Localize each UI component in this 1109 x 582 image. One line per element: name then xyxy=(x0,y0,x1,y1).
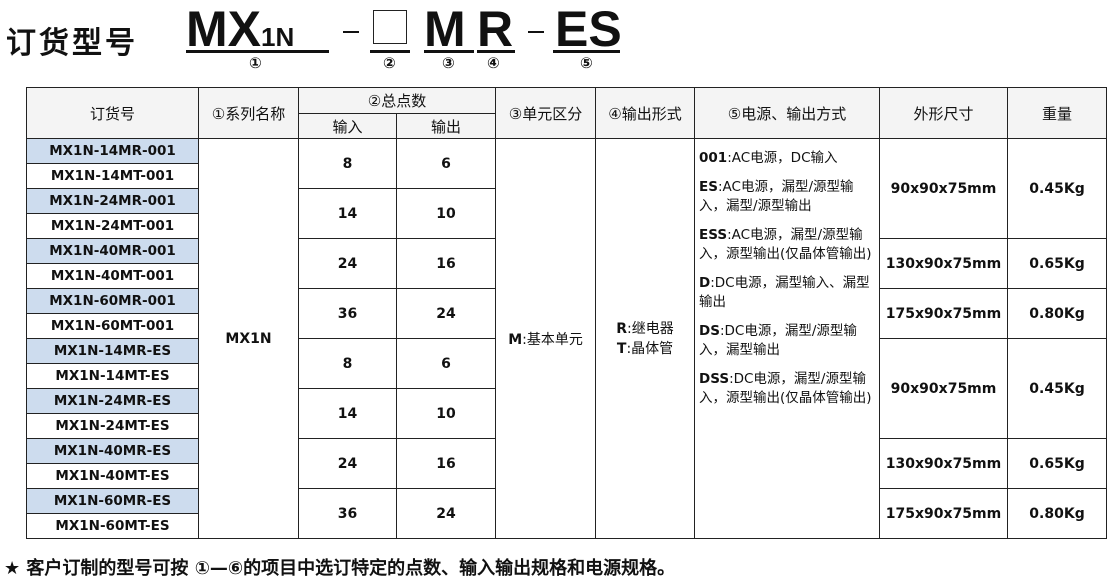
power-mode-item: ESS:AC电源，漏型/源型输入，源型输出(仅晶体管输出) xyxy=(699,227,872,262)
table-row: MX1N-14MR-001 MX1N 8 6 M:基本单元 R:继电器 T:晶体管 001:A… xyxy=(26,138,1108,539)
input-points-cell: 8 xyxy=(298,138,397,189)
power-mode-item: D:DC电源，漏型输入、漏型输出 xyxy=(699,275,870,310)
input-points-cell: 24 xyxy=(298,438,397,489)
table-row: MX1N-40MT-ES xyxy=(26,463,1107,489)
model-cell: MX1N-40MT-ES xyxy=(26,463,199,489)
table-row: MX1N-60MT-ES xyxy=(26,513,1107,539)
header-points: ②总点数 xyxy=(297,87,497,114)
header-weight: 重量 xyxy=(1007,87,1108,139)
model-cell: MX1N-40MT-001 xyxy=(26,263,199,289)
size-cell: 90x90x75mm xyxy=(879,138,1009,239)
header-output-type: ④输出形式 xyxy=(595,87,696,139)
label-3: ③ xyxy=(442,54,455,72)
size-cell: 175x90x75mm xyxy=(879,488,1009,539)
weight-cell: 0.45Kg xyxy=(1007,338,1108,439)
model-cell: MX1N-14MT-001 xyxy=(26,163,199,189)
model-cell: MX1N-14MR-ES xyxy=(26,338,199,364)
table-row: MX1N-40MR-001 24 16 130x90x75mm 0.65Kg xyxy=(26,238,1108,289)
input-points-cell: 8 xyxy=(298,338,397,389)
model-cell: MX1N-14MT-ES xyxy=(26,363,199,389)
weight-cell: 0.65Kg xyxy=(1007,438,1108,489)
weight-cell: 0.45Kg xyxy=(1007,138,1108,239)
table-row: MX1N-40MT-001 xyxy=(26,263,1107,289)
weight-cell: 0.65Kg xyxy=(1007,238,1108,289)
table-row: MX1N-40MR-ES 24 16 130x90x75mm 0.65Kg xyxy=(26,438,1108,489)
weight-cell: 0.80Kg xyxy=(1007,488,1108,539)
size-cell: 130x90x75mm xyxy=(879,238,1009,289)
input-points-cell: 24 xyxy=(298,238,397,289)
unit-cell: M:基本单元 xyxy=(495,138,597,539)
label-4: ④ xyxy=(487,54,500,72)
output-points-cell: 16 xyxy=(395,438,497,489)
label-1: ① xyxy=(249,54,262,72)
power-mode-item: ES:AC电源，漏型/源型输入，漏型/源型输出 xyxy=(699,179,854,214)
table-row: MX1N-60MT-001 xyxy=(26,313,1107,339)
power-mode-item: 001:AC电源，DC输入 xyxy=(699,150,838,166)
power-mode-item: DSS:DC电源，漏型/源型输入，源型输出(仅晶体管输出) xyxy=(699,371,872,406)
model-cell: MX1N-24MR-001 xyxy=(26,188,199,214)
model-cell: MX1N-60MT-ES xyxy=(26,513,199,539)
output-type-cell: R:继电器 T:晶体管 xyxy=(595,138,696,539)
header-order-no: 订货号 xyxy=(26,87,199,139)
table-row: MX1N-24MR-001 14 10 xyxy=(26,188,1107,239)
output-points-cell: 10 xyxy=(395,188,497,239)
star-icon: ★ xyxy=(4,558,21,579)
footnote: ★ 客户订制的型号可按 ①—⑥的项目中选订特定的点数、输入输出规格和电源规格。 xyxy=(4,558,676,579)
table-row: MX1N-24MT-001 xyxy=(26,213,1107,239)
model-cell: MX1N-60MR-ES xyxy=(26,488,199,514)
model-cell: MX1N-40MR-ES xyxy=(26,438,199,464)
model-cell: MX1N-24MT-001 xyxy=(26,213,199,239)
code-unit: M xyxy=(424,1,466,57)
table-row: MX1N-60MR-ES 36 24 175x90x75mm 0.80Kg xyxy=(26,488,1108,539)
points-placeholder-box xyxy=(373,10,407,44)
header-input: 输入 xyxy=(298,113,397,139)
table-row: MX1N-60MR-001 36 24 175x90x75mm 0.80Kg xyxy=(26,288,1108,339)
table-row: MX1N-14MT-001 xyxy=(26,163,1107,189)
model-cell: MX1N-24MT-ES xyxy=(26,413,199,439)
output-points-cell: 6 xyxy=(395,338,497,389)
table-row: MX1N-14MR-ES 8 6 90x90x75mm 0.45Kg xyxy=(26,338,1108,439)
code-suffix: ES xyxy=(555,1,622,57)
size-cell: 130x90x75mm xyxy=(879,438,1009,489)
table-row: MX1N-24MR-ES 14 10 xyxy=(26,388,1107,439)
output-points-cell: 6 xyxy=(395,138,497,189)
model-cell: MX1N-60MR-001 xyxy=(26,288,199,314)
output-points-cell: 16 xyxy=(395,238,497,289)
page-title: 订货型号 xyxy=(6,26,138,61)
header-series: ①系列名称 xyxy=(198,87,299,139)
weight-cell: 0.80Kg xyxy=(1007,288,1108,339)
output-points-cell: 24 xyxy=(395,288,497,339)
input-points-cell: 14 xyxy=(298,388,397,439)
header-output: 输出 xyxy=(395,113,497,139)
model-cell: MX1N-40MR-001 xyxy=(26,238,199,264)
size-cell: 90x90x75mm xyxy=(879,338,1009,439)
size-cell: 175x90x75mm xyxy=(879,288,1009,339)
input-points-cell: 36 xyxy=(298,488,397,539)
code-series: MX1N xyxy=(186,1,295,57)
label-5: ⑤ xyxy=(580,54,593,72)
code-output: R xyxy=(477,1,514,57)
header-unit: ③单元区分 xyxy=(495,87,597,139)
model-cell: MX1N-24MR-ES xyxy=(26,388,199,414)
model-cell: MX1N-60MT-001 xyxy=(26,313,199,339)
order-table: 订货号 ①系列名称 ②总点数 ③单元区分 ④输出形式 ⑤电源、输出方式 外形尺寸… xyxy=(26,87,1108,539)
output-points-cell: 24 xyxy=(395,488,497,539)
model-cell: MX1N-14MR-001 xyxy=(26,138,199,164)
label-2: ② xyxy=(383,54,396,72)
header-size: 外形尺寸 xyxy=(879,87,1009,139)
output-points-cell: 10 xyxy=(395,388,497,439)
series-cell: MX1N xyxy=(198,138,299,539)
power-mode-item: DS:DC电源，漏型/源型输入，漏型输出 xyxy=(699,323,857,358)
header-power: ⑤电源、输出方式 xyxy=(694,87,881,139)
input-points-cell: 14 xyxy=(298,188,397,239)
power-mode-cell: 001:AC电源，DC输入 ES:AC电源，漏型/源型输入，漏型/源型输出 ESS:… xyxy=(694,138,881,539)
input-points-cell: 36 xyxy=(298,288,397,339)
